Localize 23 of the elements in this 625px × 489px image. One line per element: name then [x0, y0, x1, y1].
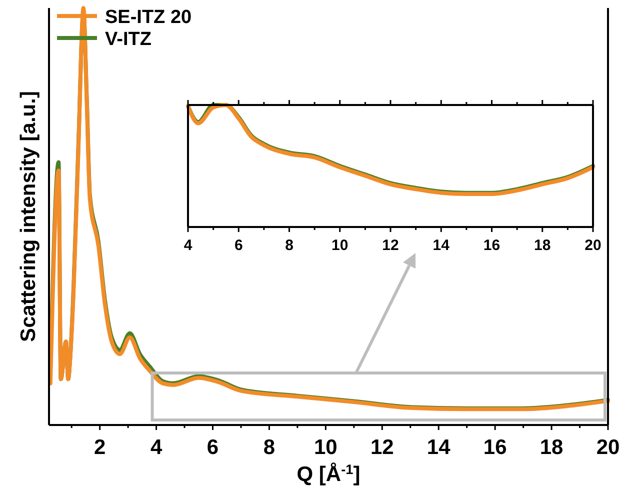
y-axis-title: Scattering intensity [a.u.] — [17, 91, 40, 342]
x-tick-label: 12 — [370, 436, 394, 459]
x-tick-label: 6 — [234, 237, 243, 254]
x-tick-label: 16 — [483, 237, 500, 254]
x-tick-label: 6 — [206, 436, 219, 459]
x-tick-label: 4 — [150, 436, 162, 459]
x-axis-title: Q [Å$^{-1}$] — [296, 462, 360, 486]
x-tick-label: 20 — [584, 237, 602, 254]
x-tick-label: 20 — [596, 436, 620, 459]
x-tick-label: 4 — [184, 237, 193, 254]
x-tick-label: 18 — [540, 436, 564, 459]
x-tick-label: 16 — [483, 436, 507, 459]
x-tick-label: 10 — [314, 436, 338, 459]
x-tick-label: 2 — [94, 436, 106, 459]
legend-label: V-ITZ — [105, 29, 152, 50]
x-tick-label: 8 — [285, 237, 294, 254]
x-tick-label: 12 — [382, 237, 399, 254]
x-tick-label: 10 — [332, 237, 348, 254]
x-tick-label: 14 — [426, 436, 451, 459]
legend-label: SE-ITZ 20 — [105, 7, 192, 28]
x-tick-label: 18 — [534, 237, 551, 254]
x-tick-label: 8 — [263, 436, 276, 459]
x-tick-label: 14 — [432, 237, 450, 254]
